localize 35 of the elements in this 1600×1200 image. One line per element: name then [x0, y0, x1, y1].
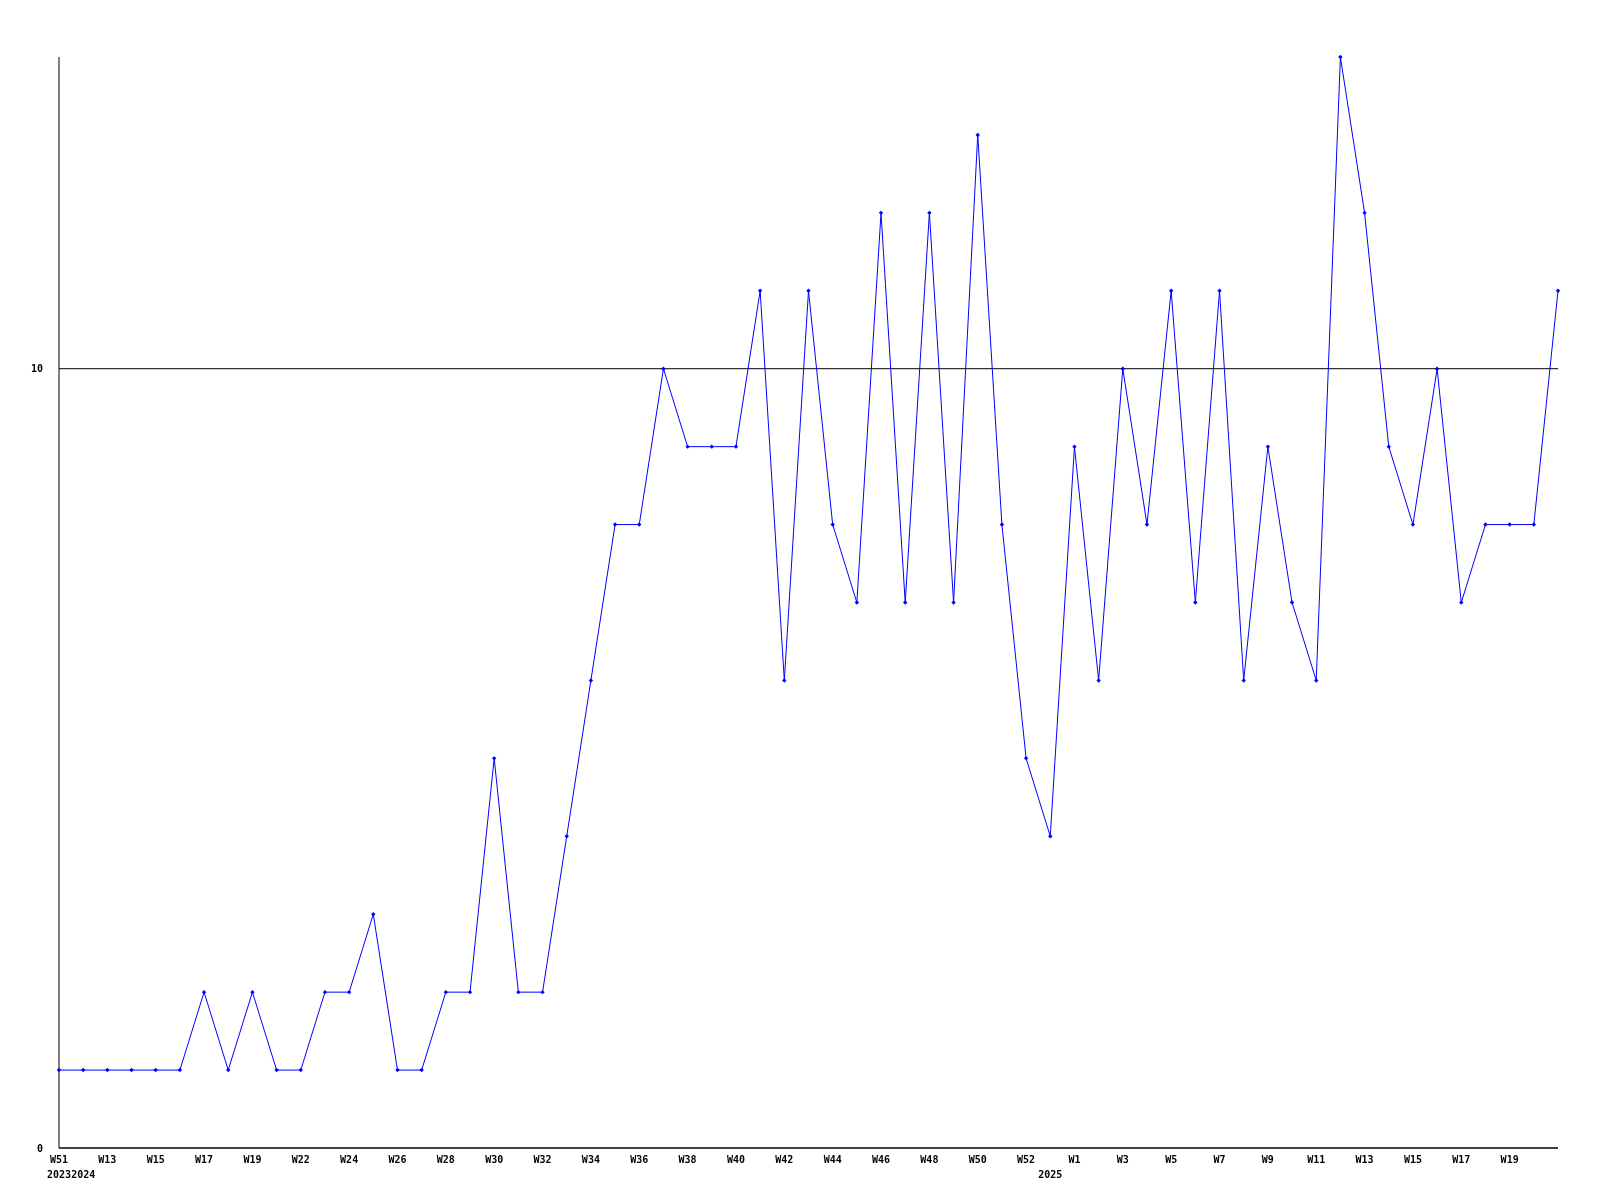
- x-tick-label: W28: [436, 1154, 455, 1165]
- x-tick-label: 2024: [71, 1169, 96, 1180]
- x-tick-label: W15: [146, 1154, 165, 1165]
- x-tick-label: W40: [726, 1154, 745, 1165]
- x-tick-label: W11: [1307, 1154, 1326, 1165]
- y-tick-label: 10: [30, 363, 43, 375]
- x-tick-label: W52: [1017, 1154, 1036, 1165]
- x-tick-label: W3: [1116, 1154, 1129, 1165]
- x-tick-label: W9: [1261, 1154, 1274, 1165]
- x-tick-label: W38: [678, 1154, 697, 1165]
- x-tick-label: W13: [1355, 1154, 1374, 1165]
- x-tick-label: W26: [388, 1154, 407, 1165]
- x-tick-label: 2025: [1038, 1169, 1063, 1180]
- x-tick-label: W17: [1452, 1154, 1471, 1165]
- x-tick-label: W42: [775, 1154, 794, 1165]
- x-tick-label: W30: [485, 1154, 504, 1165]
- x-tick-label: W44: [823, 1154, 842, 1165]
- x-tick-label: W7: [1213, 1154, 1226, 1165]
- x-tick-label: W36: [630, 1154, 649, 1165]
- x-tick-label: W19: [243, 1154, 262, 1165]
- x-tick-label: W32: [533, 1154, 552, 1165]
- x-tick-label: W13: [98, 1154, 117, 1165]
- x-tick-label: W22: [291, 1154, 310, 1165]
- x-tick-label: W24: [340, 1154, 359, 1165]
- x-tick-label: W50: [968, 1154, 987, 1165]
- x-tick-label: W5: [1165, 1154, 1178, 1165]
- y-tick-label: 0: [36, 1142, 43, 1154]
- x-tick-label: W1: [1068, 1154, 1081, 1165]
- x-tick-label: W34: [581, 1154, 600, 1165]
- x-tick-label: W48: [920, 1154, 939, 1165]
- x-tick-label: W19: [1500, 1154, 1519, 1165]
- x-tick-label: W17: [195, 1154, 214, 1165]
- x-tick-label: W46: [872, 1154, 891, 1165]
- x-tick-label: W51 2023: [46, 1154, 72, 1180]
- x-tick-label: W15: [1403, 1154, 1422, 1165]
